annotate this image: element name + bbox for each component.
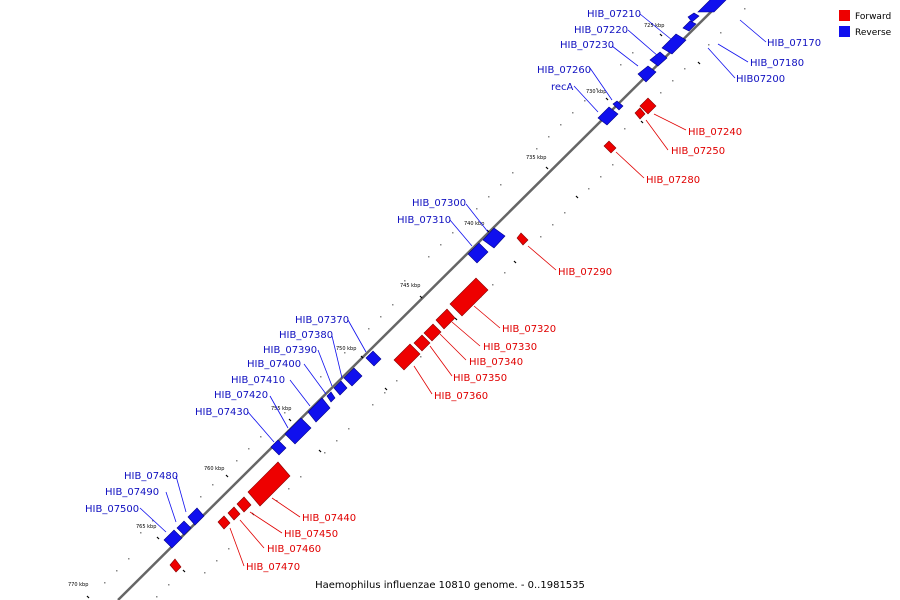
gene-label[interactable]: HIB_07350 xyxy=(453,373,507,384)
gene-HIB_07350 xyxy=(413,334,431,352)
gene-HIB_07430 xyxy=(270,439,287,456)
gene-extra-fwd xyxy=(169,558,182,573)
gene-HIB_07280 xyxy=(603,140,617,154)
gene-label[interactable]: HIB_07310 xyxy=(397,215,451,226)
gene-label[interactable]: HIB_07390 xyxy=(263,345,317,356)
gene-label[interactable]: HIB_07230 xyxy=(560,40,614,51)
gene-HIB_07500 xyxy=(163,529,183,549)
gene-label[interactable]: HIB_07360 xyxy=(434,391,488,402)
gene-label[interactable]: HIB_07490 xyxy=(105,487,159,498)
tick-label: 730 kbp xyxy=(586,89,606,95)
gene-label[interactable]: HIB_07380 xyxy=(279,330,333,341)
gene-HIB_07370 xyxy=(365,350,382,367)
gene-label[interactable]: HIB_07250 xyxy=(671,146,725,157)
gene-label[interactable]: HIB_07260 xyxy=(537,65,591,76)
gene-HIB07200 xyxy=(687,12,700,23)
gene-HIB_07220 xyxy=(649,51,668,67)
gene-HIB_07410 xyxy=(307,397,331,423)
gene-HIB_07230 xyxy=(637,65,657,83)
gene-label[interactable]: HIB_07420 xyxy=(214,390,268,401)
gene-HIB_07290 xyxy=(516,232,529,246)
gene-HIB_07470 xyxy=(217,515,231,530)
gene-HIB_07390 xyxy=(333,380,348,396)
label-connectors xyxy=(139,13,767,533)
gene-HIB_07250 xyxy=(634,107,646,120)
ticks-lower xyxy=(156,8,746,598)
gene-HIB_07450 xyxy=(236,496,252,513)
gene-label[interactable]: HIB_07300 xyxy=(412,198,466,209)
gene-HIB_07360 xyxy=(393,343,421,371)
gene-label[interactable]: HIB_07320 xyxy=(502,324,556,335)
gene-label[interactable]: HIB_07400 xyxy=(247,359,301,370)
gene-label[interactable]: recA xyxy=(551,82,574,93)
gene-label[interactable]: HIB_07410 xyxy=(231,375,285,386)
legend-forward-label: Forward xyxy=(855,12,891,22)
map-caption: Haemophilus influenzae 10810 genome. - 0… xyxy=(315,580,585,591)
gene-HIB_07310 xyxy=(467,242,489,264)
gene-recA xyxy=(597,106,619,126)
tick-label: 750 kbp xyxy=(336,346,356,352)
gene-label[interactable]: HIB_07180 xyxy=(750,58,804,69)
gene-label[interactable]: HIB_07240 xyxy=(688,127,742,138)
gene-HIB_07340 xyxy=(423,323,442,342)
ticks-upper xyxy=(104,52,634,584)
gene-label[interactable]: HIB_07290 xyxy=(558,267,612,278)
tick-label: 760 kbp xyxy=(204,466,224,472)
gene-HIB_07490 xyxy=(176,520,192,536)
gene-HIB_07330 xyxy=(435,308,456,330)
tick-label: 740 kbp xyxy=(464,221,484,227)
reverse-genes xyxy=(163,0,727,549)
tick-label: 745 kbp xyxy=(400,283,420,289)
gene-label[interactable]: HIB_07280 xyxy=(646,175,700,186)
gene-HIB_07420 xyxy=(284,417,312,445)
forward-genes xyxy=(169,97,657,573)
gene-label[interactable]: HIB_07330 xyxy=(483,342,537,353)
genome-backbone xyxy=(117,0,725,600)
legend-reverse-label: Reverse xyxy=(855,28,892,38)
tick-label: 770 kbp xyxy=(68,582,88,588)
gene-label[interactable]: HIB_07500 xyxy=(85,504,139,515)
gene-label[interactable]: HIB_07440 xyxy=(302,513,356,524)
tick-label: 735 kbp xyxy=(526,155,546,161)
gene-HIB_07180 xyxy=(682,20,697,32)
gene-label[interactable]: HIB_07220 xyxy=(574,25,628,36)
gene-HIB_07380 xyxy=(343,367,363,387)
gene-HIB_07170 xyxy=(697,0,727,13)
gene-label[interactable]: HIB07200 xyxy=(736,74,785,85)
gene-label[interactable]: HIB_07430 xyxy=(195,407,249,418)
legend-reverse-swatch xyxy=(839,26,850,37)
legend: Forward Reverse xyxy=(839,10,892,38)
gene-label[interactable]: HIB_07460 xyxy=(267,544,321,555)
gene-label[interactable]: HIB_07210 xyxy=(587,9,641,20)
gene-HIB_07240 xyxy=(639,97,657,115)
gene-HIB_07320 xyxy=(449,277,489,317)
label-connectors-fwd xyxy=(229,113,687,567)
gene-HIB_07400 xyxy=(326,391,336,403)
tick-label: 765 kbp xyxy=(136,524,156,530)
gene-HIB_07480 xyxy=(187,507,205,526)
gene-label[interactable]: HIB_07170 xyxy=(767,38,821,49)
gene-HIB_07210 xyxy=(661,33,687,55)
gene-label[interactable]: HIB_07470 xyxy=(246,562,300,573)
legend-forward-swatch xyxy=(839,10,850,21)
gene-label[interactable]: HIB_07450 xyxy=(284,529,338,540)
gene-HIB_07440 xyxy=(247,461,291,507)
gene-label[interactable]: HIB_07370 xyxy=(295,315,349,326)
gene-HIB_07300 xyxy=(482,227,506,249)
gene-HIB_07460 xyxy=(227,506,241,521)
tick-label: 755 kbp xyxy=(271,406,291,412)
gene-label[interactable]: HIB_07340 xyxy=(469,357,523,368)
gene-label[interactable]: HIB_07480 xyxy=(124,471,178,482)
gene-HIB_07260 xyxy=(612,100,624,111)
